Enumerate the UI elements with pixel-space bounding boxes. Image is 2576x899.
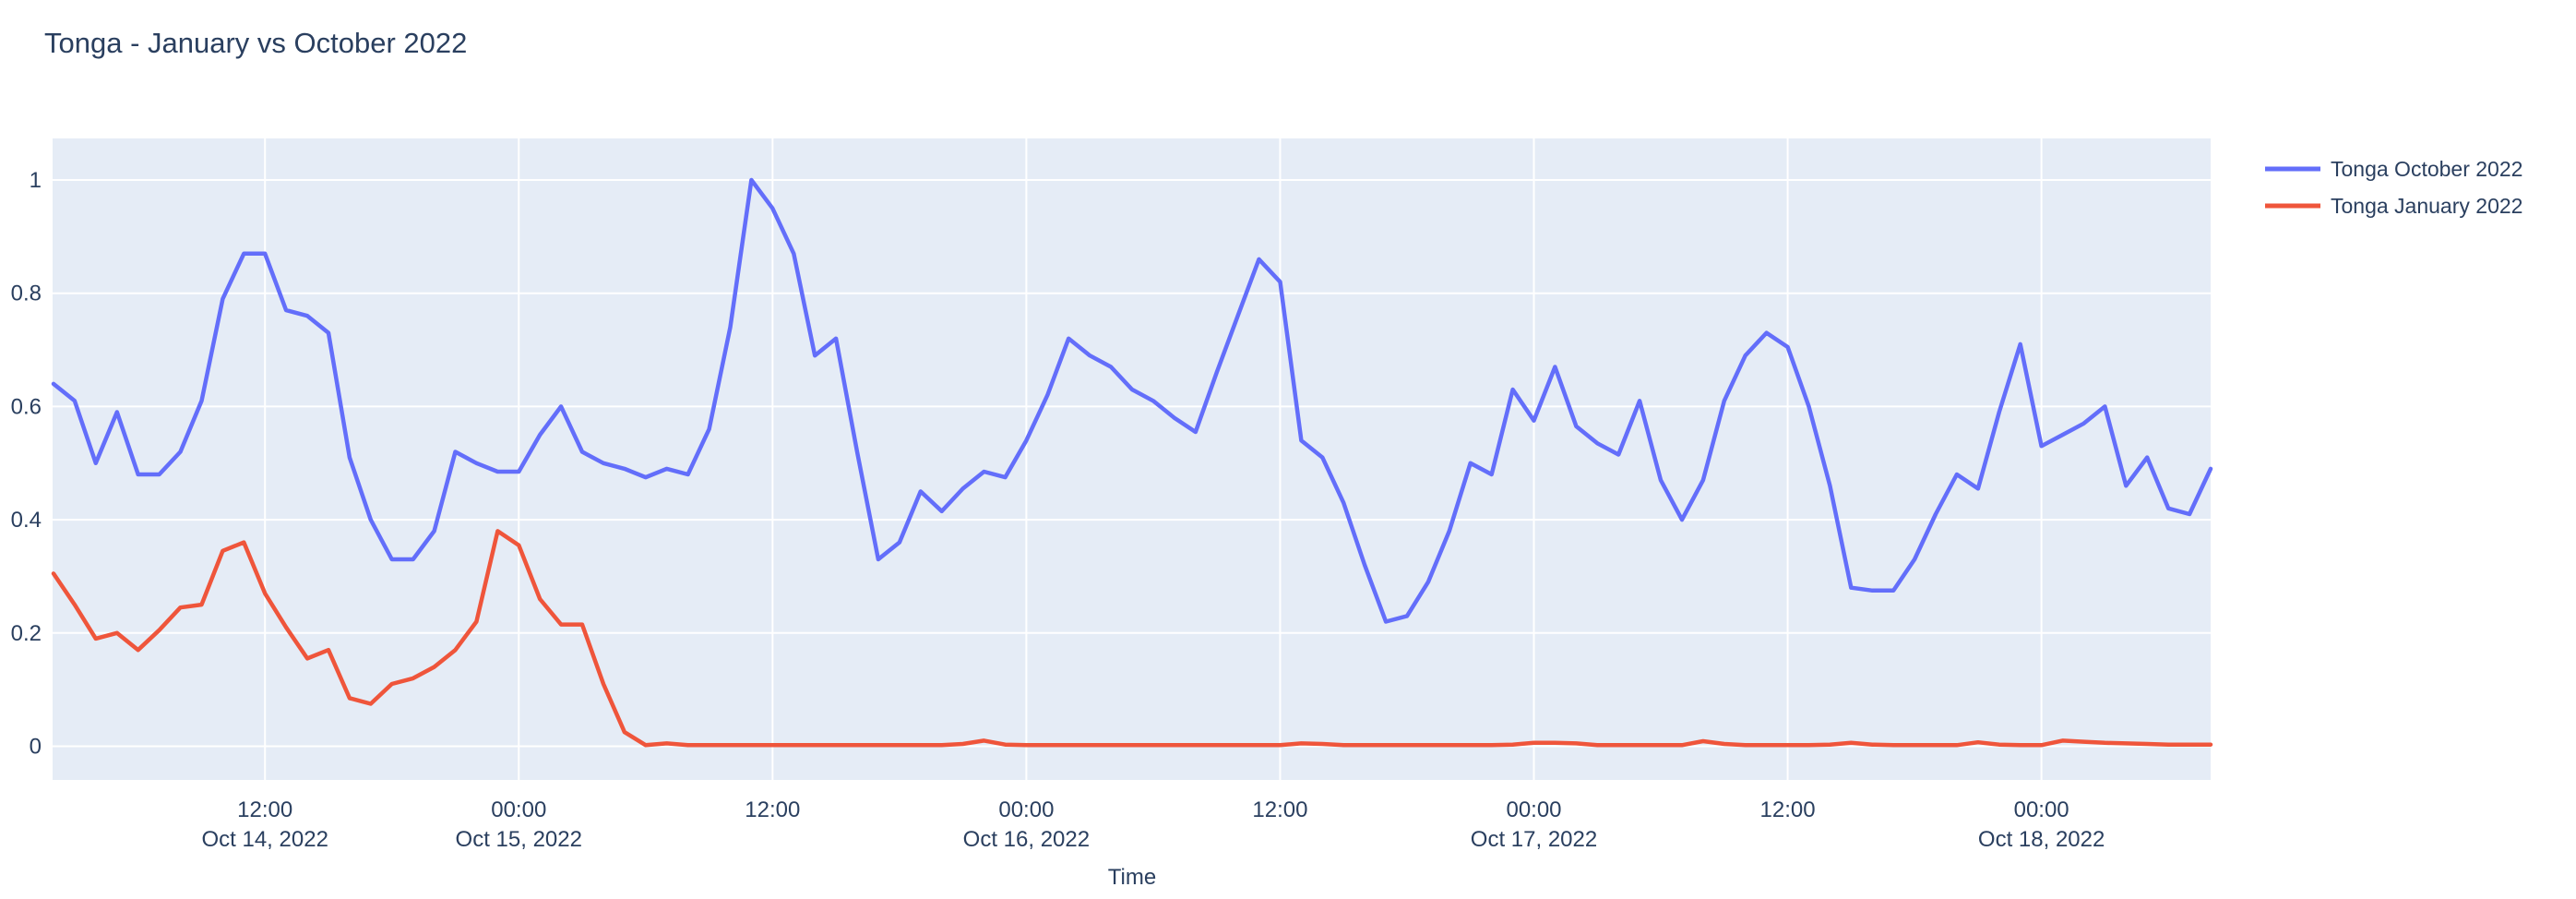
x-tick-time-label: 00:00 bbox=[2014, 797, 2069, 822]
x-tick-time-label: 12:00 bbox=[1760, 797, 1816, 822]
y-tick-label: 0.2 bbox=[11, 621, 42, 646]
plot-area[interactable] bbox=[53, 138, 2211, 780]
x-tick-time-label: 12:00 bbox=[1252, 797, 1307, 822]
x-tick-time-label: 12:00 bbox=[237, 797, 292, 822]
series-lines bbox=[51, 177, 2213, 748]
y-tick-label: 0 bbox=[30, 735, 42, 760]
series-line-january[interactable] bbox=[51, 529, 2213, 748]
x-axis-title: Time bbox=[1108, 865, 1156, 890]
x-tick-date-label: Oct 17, 2022 bbox=[1471, 827, 1597, 852]
x-tick-time-label: 00:00 bbox=[998, 797, 1054, 822]
y-tick-label: 0.4 bbox=[11, 508, 42, 533]
axis-tick-labels: 0 0.2 0.4 0.6 0.8 1 12:00 Oct 14, 2022 00:00 Oct … bbox=[11, 168, 2105, 852]
series-line-october[interactable] bbox=[51, 177, 2213, 624]
legend[interactable]: Tonga October 2022 Tonga January 2022 bbox=[2265, 157, 2522, 218]
y-tick-label: 0.6 bbox=[11, 394, 42, 419]
x-tick-date-label: Oct 15, 2022 bbox=[456, 827, 582, 852]
gridlines bbox=[53, 138, 2211, 780]
y-tick-label: 0.8 bbox=[11, 282, 42, 306]
x-tick-date-label: Oct 16, 2022 bbox=[963, 827, 1090, 852]
x-tick-time-label: 12:00 bbox=[745, 797, 800, 822]
x-tick-time-label: 00:00 bbox=[491, 797, 546, 822]
x-tick-date-label: Oct 14, 2022 bbox=[201, 827, 328, 852]
legend-label-october[interactable]: Tonga October 2022 bbox=[2331, 157, 2522, 181]
y-tick-label: 1 bbox=[30, 168, 42, 193]
chart-title: Tonga - January vs October 2022 bbox=[44, 27, 467, 59]
x-tick-date-label: Oct 18, 2022 bbox=[1978, 827, 2105, 852]
x-tick-time-label: 00:00 bbox=[1506, 797, 1561, 822]
legend-label-january[interactable]: Tonga January 2022 bbox=[2331, 194, 2522, 218]
